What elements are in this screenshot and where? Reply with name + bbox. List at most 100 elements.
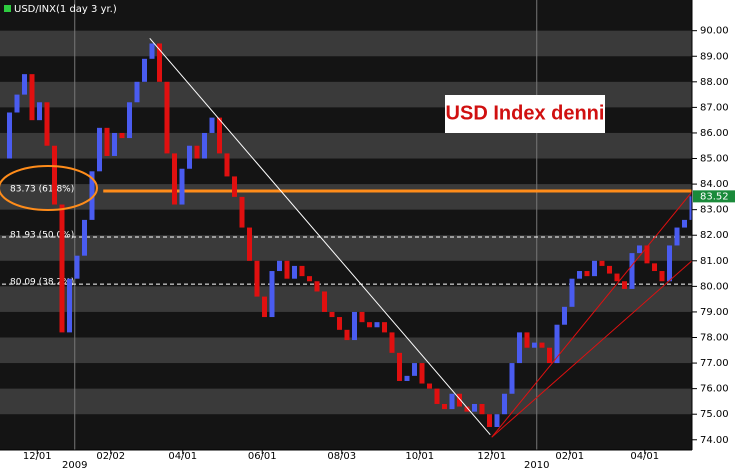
candle — [614, 273, 620, 282]
candle — [397, 352, 402, 381]
candle — [44, 102, 50, 146]
candle — [7, 112, 12, 159]
candle — [667, 245, 672, 282]
stripe — [0, 132, 692, 159]
stripe — [0, 184, 692, 210]
candle — [187, 145, 192, 169]
fib-label: 81.93 (50.0%) — [10, 231, 74, 241]
candle — [22, 74, 27, 95]
candle — [674, 227, 680, 246]
y-tick-label: 83.00 — [700, 205, 729, 216]
candle — [119, 132, 125, 139]
candle — [547, 347, 552, 364]
annotation-box — [445, 95, 605, 133]
candle — [247, 227, 252, 261]
y-tick-label: 76.00 — [700, 384, 729, 395]
candle — [217, 117, 222, 154]
y-tick-label: 87.00 — [700, 102, 729, 113]
y-tick-label: 80.00 — [700, 281, 729, 292]
plot-background — [0, 0, 692, 450]
y-axis-area — [692, 0, 736, 471]
y-tick-label: 78.00 — [700, 333, 729, 344]
candle — [569, 278, 575, 307]
y-tick-label: 90.00 — [700, 26, 729, 37]
candle — [599, 260, 605, 266]
y-tick-label: 82.00 — [700, 230, 729, 241]
x-tick-label: 04/01 — [168, 451, 197, 462]
candle — [554, 324, 560, 364]
year-label: 2010 — [524, 460, 549, 471]
candle — [607, 265, 612, 274]
candle — [562, 306, 567, 325]
candle — [637, 245, 642, 254]
candle — [487, 414, 492, 427]
y-tick-label: 75.00 — [700, 409, 729, 420]
candle — [352, 311, 357, 341]
x-tick-label: 12/01 — [23, 451, 52, 462]
candle — [209, 117, 215, 133]
candle — [479, 403, 485, 415]
stripe — [0, 235, 692, 261]
candle — [269, 271, 275, 318]
legend-swatch — [4, 5, 11, 12]
candle — [112, 132, 117, 156]
candle — [577, 271, 582, 279]
candle — [232, 176, 237, 197]
candle — [322, 291, 327, 312]
candle — [314, 281, 320, 292]
stripe — [0, 388, 692, 415]
candle — [224, 153, 230, 177]
candle — [382, 322, 387, 333]
candle — [254, 260, 260, 297]
candle — [584, 271, 590, 277]
candle — [127, 102, 132, 139]
candle — [239, 196, 245, 228]
year-label: 2009 — [62, 460, 87, 471]
stripe — [0, 30, 692, 57]
candle — [532, 342, 537, 348]
candle — [299, 265, 305, 277]
last-value-box — [693, 190, 735, 203]
candle — [284, 260, 290, 279]
candle — [67, 278, 72, 333]
candle — [82, 219, 87, 256]
y-tick-label: 74.00 — [700, 435, 729, 446]
candle — [52, 145, 57, 205]
trend-line — [149, 38, 491, 435]
last-value-label: 83.52 — [700, 191, 729, 202]
candle — [344, 329, 350, 341]
candle — [29, 74, 35, 121]
y-tick-label: 81.00 — [700, 256, 729, 267]
candle — [472, 403, 477, 412]
x-tick-label: 08/03 — [327, 451, 356, 462]
chart-title: USD/INX(1 day 3 yr.) — [14, 4, 117, 15]
candle — [202, 132, 207, 159]
candle — [157, 43, 162, 82]
candle — [277, 260, 282, 272]
candle — [104, 127, 110, 156]
candle — [517, 332, 522, 364]
candle — [389, 332, 395, 353]
y-tick-label: 77.00 — [700, 358, 729, 369]
candle — [142, 58, 147, 82]
candle — [179, 168, 185, 205]
candle — [629, 253, 635, 289]
candle — [14, 94, 20, 113]
stripe — [0, 286, 692, 312]
candle — [652, 263, 657, 272]
candle — [172, 153, 177, 205]
candle — [74, 255, 80, 279]
candle — [134, 81, 140, 103]
candle — [457, 393, 462, 407]
candle — [592, 260, 597, 277]
candle — [682, 219, 687, 228]
candle — [404, 375, 410, 381]
candle — [194, 145, 200, 159]
x-tick-label: 02/01 — [555, 451, 584, 462]
x-axis-area — [0, 450, 692, 471]
fib-label: 80.09 (38.2%) — [10, 278, 74, 288]
candle — [427, 383, 432, 389]
candle — [292, 265, 297, 279]
stripe — [0, 337, 692, 364]
